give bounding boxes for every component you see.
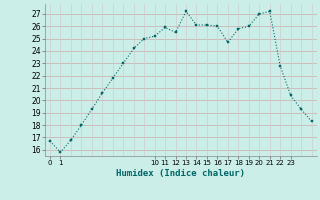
X-axis label: Humidex (Indice chaleur): Humidex (Indice chaleur)	[116, 169, 245, 178]
